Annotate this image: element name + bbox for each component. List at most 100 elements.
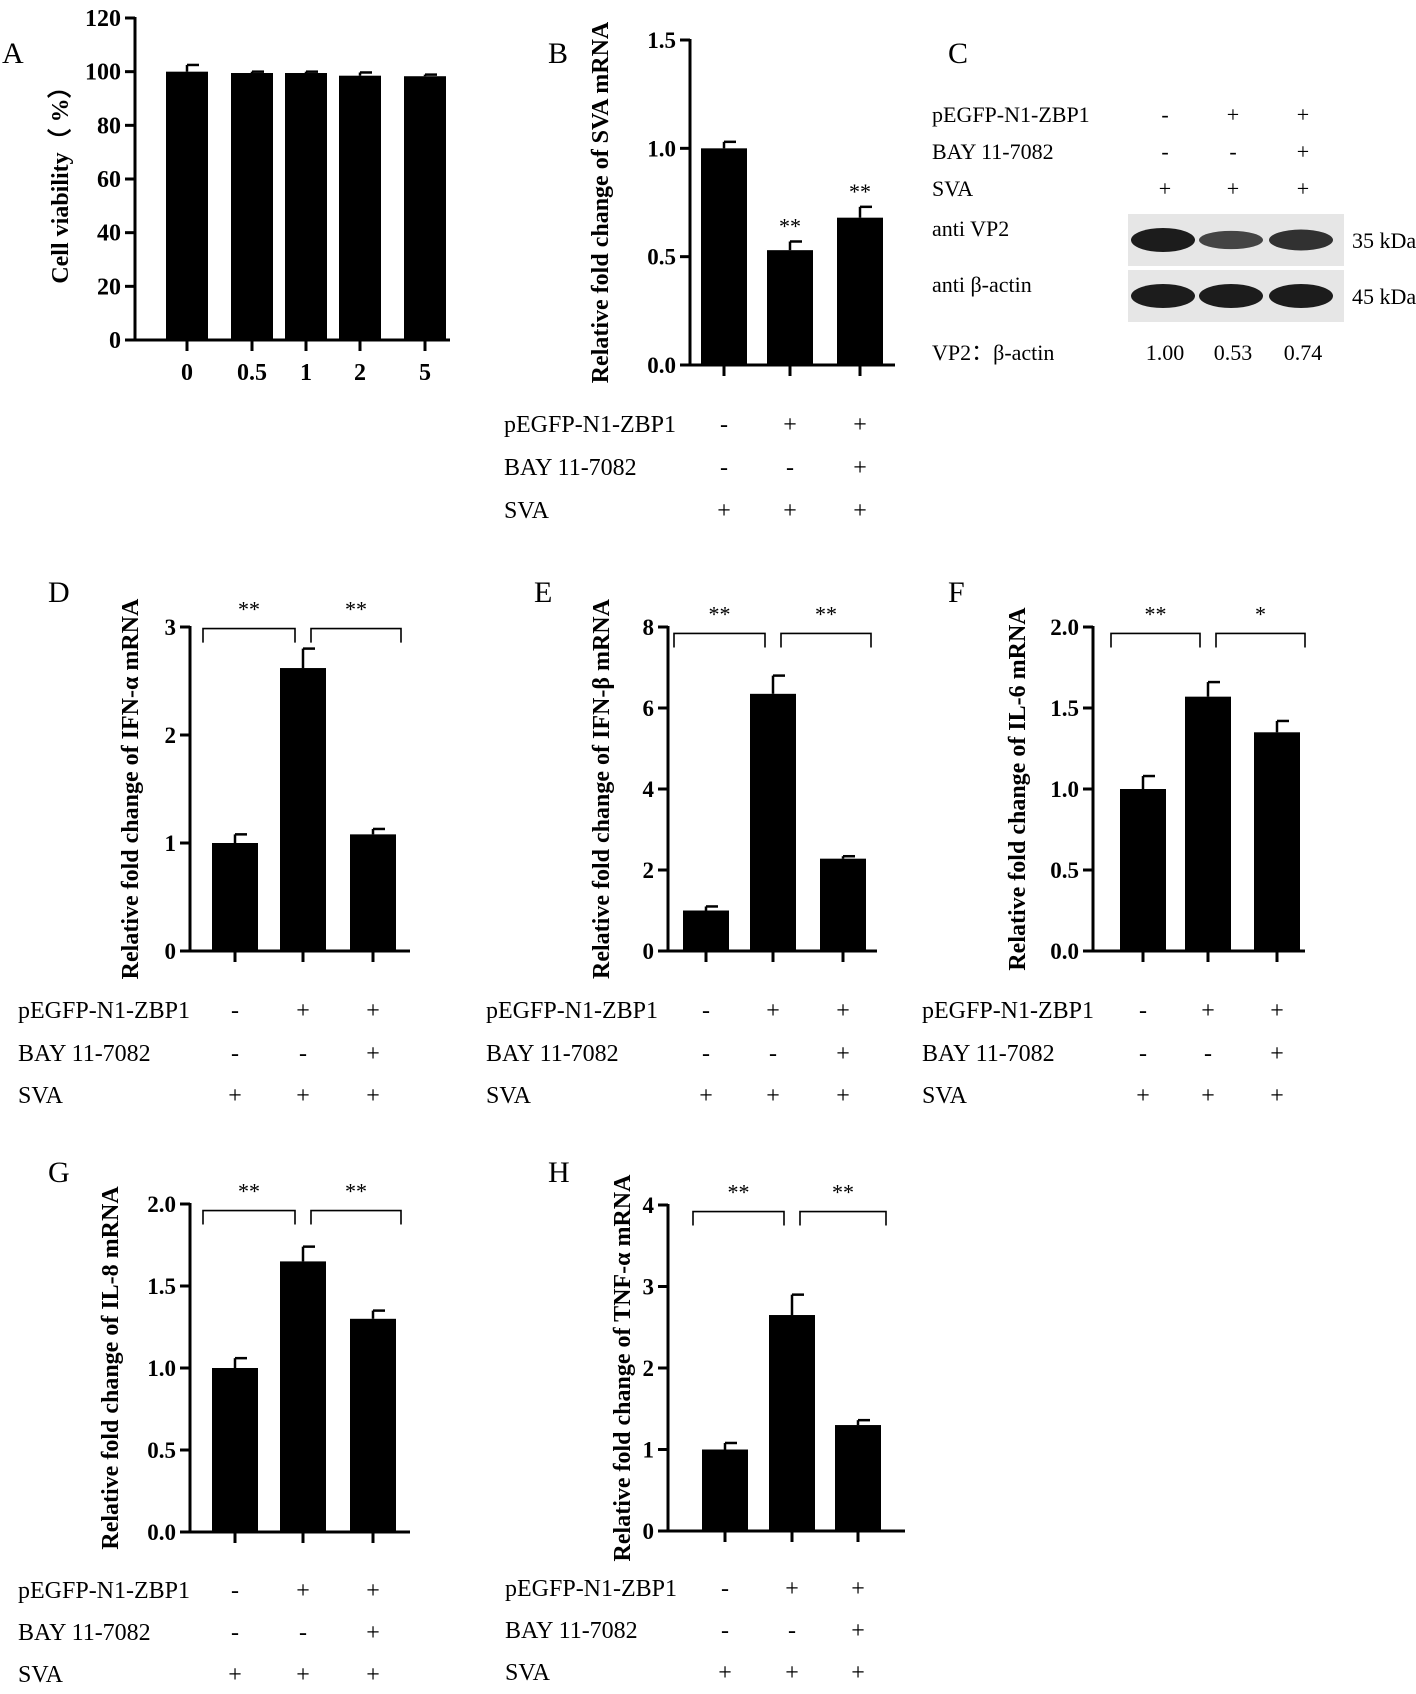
y-axis-title: Relative fold change of IL-6 mRNA [1005, 607, 1031, 971]
bar [404, 76, 446, 340]
condition-sign: - [1139, 1041, 1147, 1067]
condition-label: pEGFP-N1-ZBP1 [505, 1576, 677, 1602]
condition-sign: + [836, 1083, 850, 1109]
y-tick-label: 0.0 [647, 353, 676, 378]
condition-sign: - [788, 1618, 796, 1644]
y-axis-title: Relative fold change of TNF-α mRNA [610, 1174, 636, 1562]
blot-band [1269, 284, 1333, 308]
bar [750, 693, 796, 951]
condition-sign: + [1136, 1083, 1150, 1109]
condition-label: SVA [505, 1660, 551, 1686]
chart-a: 0 20 40 60 80 100 120 Cell viability（ %） 0 0.5 1 2 5 [47, 6, 450, 386]
condition-sign: + [699, 1083, 713, 1109]
panel-letter-g: G [48, 1156, 70, 1189]
condition-sign: + [366, 998, 380, 1024]
wb-condition-label: pEGFP-N1-ZBP1 [932, 102, 1090, 127]
bar [767, 250, 813, 365]
y-tick-label: 2.0 [147, 1192, 176, 1217]
condition-sign: - [1204, 1041, 1212, 1067]
bar [212, 843, 258, 951]
condition-sign: + [228, 1662, 242, 1688]
condition-sign: + [766, 998, 780, 1024]
wb-condition-sign: + [1297, 176, 1309, 201]
condition-label: BAY 11-7082 [486, 1041, 619, 1067]
y-tick-label: 60 [97, 167, 121, 193]
y-axis-title: Cell viability（ %） [47, 74, 74, 283]
bar [1120, 789, 1166, 951]
y-tick-label: 2 [643, 858, 655, 883]
x-tick-label: 2 [354, 360, 366, 386]
chart-e: 0 2 4 6 8 Relative fold change of IFN-β mRNA *… [486, 598, 877, 1109]
bar [339, 75, 381, 341]
significance-star: ** [779, 214, 801, 239]
significance-bracket [799, 1210, 887, 1226]
condition-label: SVA [486, 1083, 532, 1109]
x-tick-label: 0 [181, 360, 193, 386]
condition-sign: - [231, 1620, 239, 1646]
condition-sign: + [1201, 1083, 1215, 1109]
condition-sign: + [296, 1662, 310, 1688]
panel-letter-e: E [534, 576, 552, 609]
significance-label: ** [1145, 601, 1167, 626]
significance-bracket [310, 627, 402, 643]
significance-label: ** [345, 1179, 367, 1204]
significance-label: ** [728, 1180, 750, 1205]
condition-label: pEGFP-N1-ZBP1 [504, 412, 676, 438]
bar [1185, 696, 1231, 951]
y-tick-label: 4 [643, 1193, 655, 1218]
y-tick-label: 1.0 [147, 1356, 176, 1381]
condition-label: pEGFP-N1-ZBP1 [18, 998, 190, 1024]
y-axis-title: Relative fold change of IFN-α mRNA [118, 598, 144, 979]
chart-f: 0.0 0.5 1.0 1.5 2.0 Relative fold change of I… [922, 601, 1306, 1109]
wb-size-label: 35 kDa [1352, 228, 1416, 253]
wb-ratio-value: 1.00 [1146, 340, 1185, 365]
condition-sign: - [299, 1620, 307, 1646]
condition-sign: + [766, 1083, 780, 1109]
condition-sign: - [720, 412, 728, 438]
wb-condition-sign: + [1227, 102, 1239, 127]
significance-label: ** [709, 601, 731, 626]
condition-sign: + [366, 1620, 380, 1646]
panel-letter-c: C [948, 37, 968, 70]
significance-bracket [310, 1209, 402, 1225]
condition-sign: - [702, 1041, 710, 1067]
condition-sign: + [853, 498, 867, 524]
wb-condition-sign: + [1159, 176, 1171, 201]
condition-sign: - [721, 1618, 729, 1644]
y-tick-label: 3 [165, 615, 177, 640]
condition-label: BAY 11-7082 [505, 1618, 638, 1644]
condition-sign: + [783, 498, 797, 524]
y-tick-label: 20 [97, 274, 121, 300]
significance-label: * [1255, 601, 1266, 626]
y-tick-label: 100 [85, 60, 121, 86]
significance-bracket [202, 627, 296, 643]
condition-label: pEGFP-N1-ZBP1 [922, 998, 1094, 1024]
condition-sign: + [836, 998, 850, 1024]
significance-label: ** [832, 1180, 854, 1205]
wb-condition-sign: - [1229, 139, 1236, 164]
y-axis-title: Relative fold change of IFN-β mRNA [589, 598, 615, 979]
y-tick-label: 0 [165, 939, 177, 964]
bar [683, 910, 729, 951]
condition-sign: + [853, 455, 867, 481]
condition-sign: + [851, 1618, 865, 1644]
condition-sign: - [786, 455, 794, 481]
bar [837, 217, 883, 365]
condition-sign: + [296, 1083, 310, 1109]
y-axis-title: Relative fold change of SVA mRNA [588, 21, 614, 383]
wb-antibody-label: anti VP2 [932, 216, 1009, 241]
y-tick-label: 2.0 [1050, 615, 1079, 640]
significance-label: ** [238, 1179, 260, 1204]
condition-sign: + [228, 1083, 242, 1109]
bar [769, 1315, 815, 1531]
significance-bracket [780, 632, 872, 648]
y-tick-label: 0 [109, 328, 121, 354]
condition-sign: + [785, 1576, 799, 1602]
condition-sign: + [717, 498, 731, 524]
bar [231, 73, 273, 340]
wb-ratio-label: VP2：β-actin [932, 340, 1054, 365]
y-axis-title: Relative fold change of IL-8 mRNA [98, 1186, 124, 1550]
chart-g: 0.0 0.5 1.0 1.5 2.0 Relative fold change of I… [18, 1179, 410, 1688]
